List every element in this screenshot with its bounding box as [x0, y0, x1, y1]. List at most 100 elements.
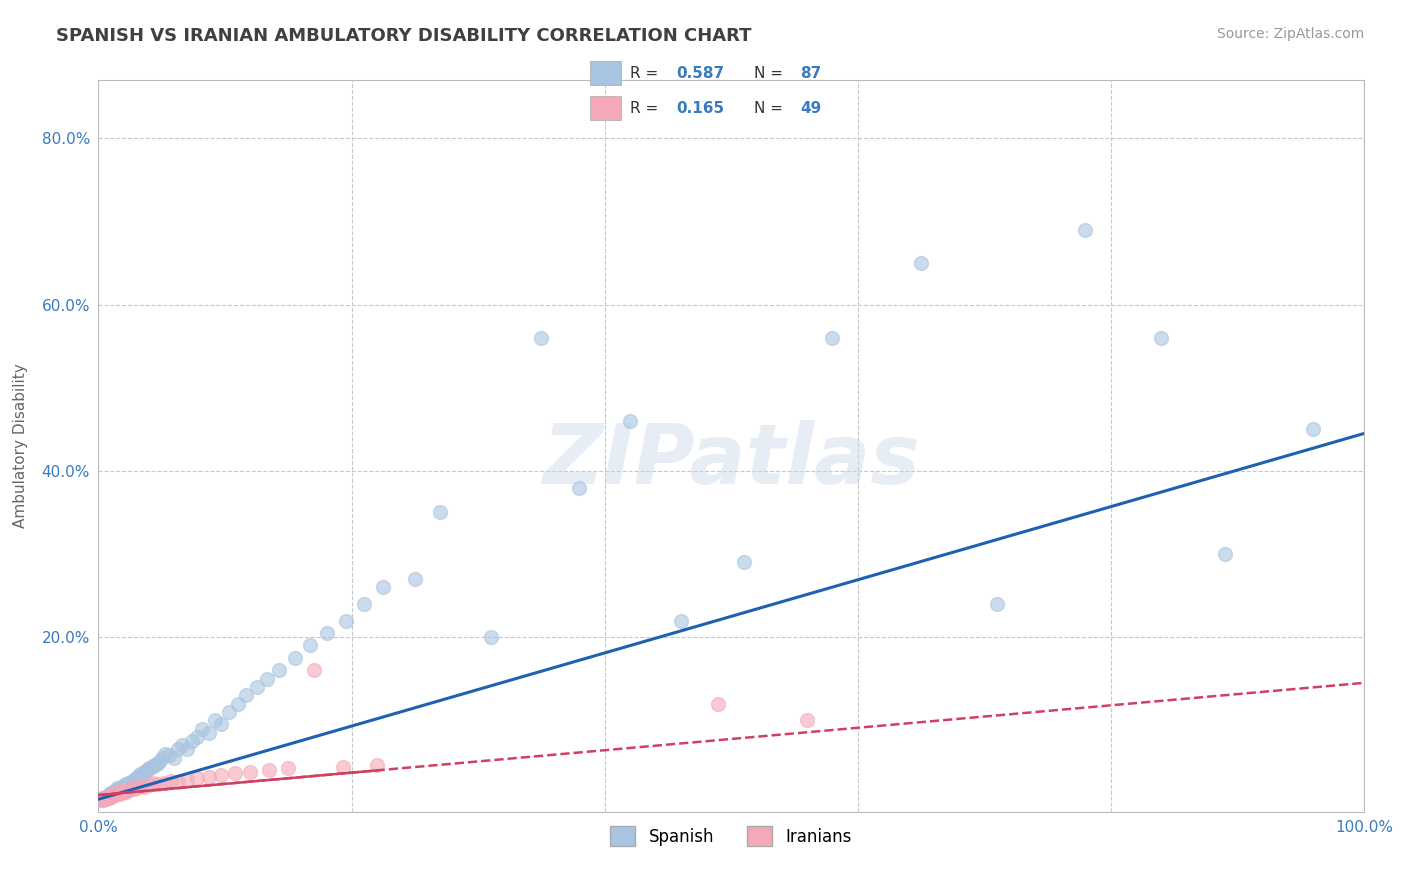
Point: [97, 790, 120, 805]
Point: [796, 714, 818, 728]
Point: [114, 779, 136, 793]
Point: [181, 734, 204, 748]
Point: [91, 791, 114, 805]
Point: [669, 614, 692, 628]
Point: [284, 651, 307, 665]
Point: [332, 760, 354, 774]
Point: [163, 750, 186, 764]
Point: [107, 786, 129, 800]
Point: [1150, 331, 1173, 345]
Point: [93, 791, 117, 805]
Point: [246, 680, 269, 694]
Point: [197, 770, 219, 784]
Text: 0.165: 0.165: [676, 101, 724, 116]
Point: [167, 742, 190, 756]
Point: [170, 738, 193, 752]
Point: [101, 789, 124, 803]
Point: [235, 689, 257, 703]
Point: [115, 785, 138, 799]
Point: [111, 780, 134, 794]
Point: [157, 748, 180, 763]
Point: [1213, 547, 1236, 561]
Text: SPANISH VS IRANIAN AMBULATORY DISABILITY CORRELATION CHART: SPANISH VS IRANIAN AMBULATORY DISABILITY…: [56, 27, 752, 45]
Point: [107, 781, 129, 796]
Point: [103, 787, 125, 801]
Point: [335, 614, 357, 628]
Point: [209, 717, 232, 731]
Text: ZIPatlas: ZIPatlas: [543, 420, 920, 501]
Point: [98, 789, 121, 803]
Point: [103, 785, 125, 799]
Point: [353, 597, 375, 611]
Point: [112, 784, 135, 798]
Point: [986, 597, 1008, 611]
Point: [105, 787, 128, 801]
Point: [93, 792, 115, 806]
Point: [224, 766, 246, 780]
Point: [101, 786, 124, 800]
Point: [298, 639, 321, 653]
Point: [145, 756, 167, 771]
Point: [404, 572, 426, 586]
Point: [707, 697, 730, 711]
Point: [259, 763, 281, 777]
Point: [110, 785, 132, 799]
Text: R =: R =: [630, 66, 664, 81]
Point: [138, 762, 160, 776]
Point: [821, 331, 844, 345]
Point: [93, 790, 117, 805]
Point: [141, 760, 163, 774]
Point: [118, 783, 141, 797]
Point: [96, 790, 118, 805]
Point: [1074, 223, 1097, 237]
Point: [910, 256, 932, 270]
Point: [93, 790, 117, 805]
Point: [125, 780, 148, 795]
Point: [96, 789, 118, 803]
Point: [103, 787, 125, 801]
Point: [120, 774, 142, 789]
Point: [129, 767, 152, 781]
Point: [124, 774, 146, 789]
Point: [91, 792, 114, 806]
Text: N =: N =: [754, 101, 787, 116]
Point: [98, 789, 121, 803]
Point: [114, 783, 136, 797]
Point: [107, 783, 129, 797]
Point: [108, 787, 131, 801]
Point: [120, 776, 141, 790]
Point: [104, 788, 127, 802]
Point: [429, 506, 451, 520]
Point: [269, 664, 291, 678]
Point: [479, 630, 502, 644]
Point: [94, 789, 117, 804]
Point: [132, 769, 155, 783]
Point: [107, 782, 129, 797]
Point: [155, 747, 177, 761]
Point: [204, 714, 226, 728]
Point: [239, 764, 262, 779]
Point: [90, 792, 112, 806]
Point: [619, 414, 641, 428]
Point: [129, 779, 152, 793]
Bar: [589, 62, 620, 86]
Point: [118, 775, 141, 789]
Point: [366, 758, 388, 772]
Point: [100, 789, 122, 804]
Point: [112, 778, 135, 792]
Text: 0.587: 0.587: [676, 66, 724, 81]
Point: [226, 697, 249, 711]
Point: [138, 778, 160, 792]
Point: [104, 784, 127, 798]
Point: [150, 750, 173, 764]
Point: [176, 773, 198, 788]
Point: [135, 763, 157, 777]
Bar: [589, 96, 620, 120]
Point: [104, 786, 127, 800]
Point: [153, 775, 176, 789]
Point: [100, 788, 122, 802]
Point: [117, 778, 139, 792]
Point: [209, 768, 232, 782]
Y-axis label: Ambulatory Disability: Ambulatory Disability: [13, 364, 28, 528]
Point: [105, 785, 128, 799]
